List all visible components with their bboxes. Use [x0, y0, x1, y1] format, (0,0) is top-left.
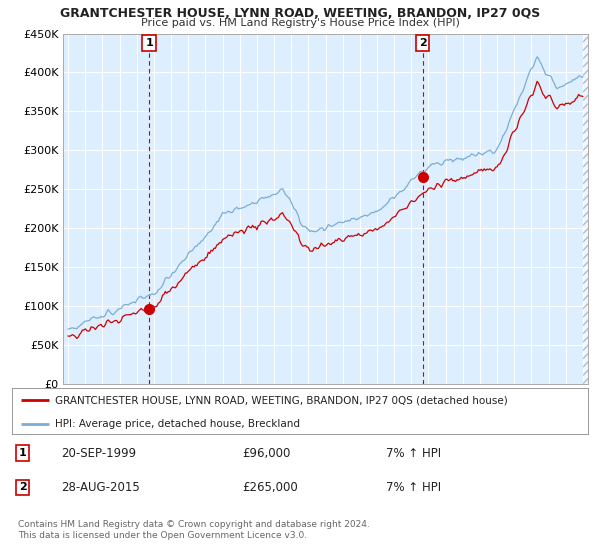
Text: HPI: Average price, detached house, Breckland: HPI: Average price, detached house, Brec… — [55, 419, 300, 429]
Text: GRANTCHESTER HOUSE, LYNN ROAD, WEETING, BRANDON, IP27 0QS (detached house): GRANTCHESTER HOUSE, LYNN ROAD, WEETING, … — [55, 395, 508, 405]
Text: 7% ↑ HPI: 7% ↑ HPI — [386, 481, 442, 494]
Text: £265,000: £265,000 — [242, 481, 298, 494]
Bar — [583, 34, 600, 384]
Text: 1: 1 — [19, 448, 26, 458]
Text: 2: 2 — [19, 483, 26, 492]
Text: 1: 1 — [145, 38, 153, 48]
Text: 20-SEP-1999: 20-SEP-1999 — [61, 447, 136, 460]
Text: Price paid vs. HM Land Registry's House Price Index (HPI): Price paid vs. HM Land Registry's House … — [140, 18, 460, 28]
Text: £96,000: £96,000 — [242, 447, 291, 460]
Text: 28-AUG-2015: 28-AUG-2015 — [61, 481, 140, 494]
Text: GRANTCHESTER HOUSE, LYNN ROAD, WEETING, BRANDON, IP27 0QS: GRANTCHESTER HOUSE, LYNN ROAD, WEETING, … — [60, 7, 540, 20]
Text: 2: 2 — [419, 38, 427, 48]
Text: 7% ↑ HPI: 7% ↑ HPI — [386, 447, 442, 460]
Text: Contains HM Land Registry data © Crown copyright and database right 2024.
This d: Contains HM Land Registry data © Crown c… — [18, 520, 370, 540]
